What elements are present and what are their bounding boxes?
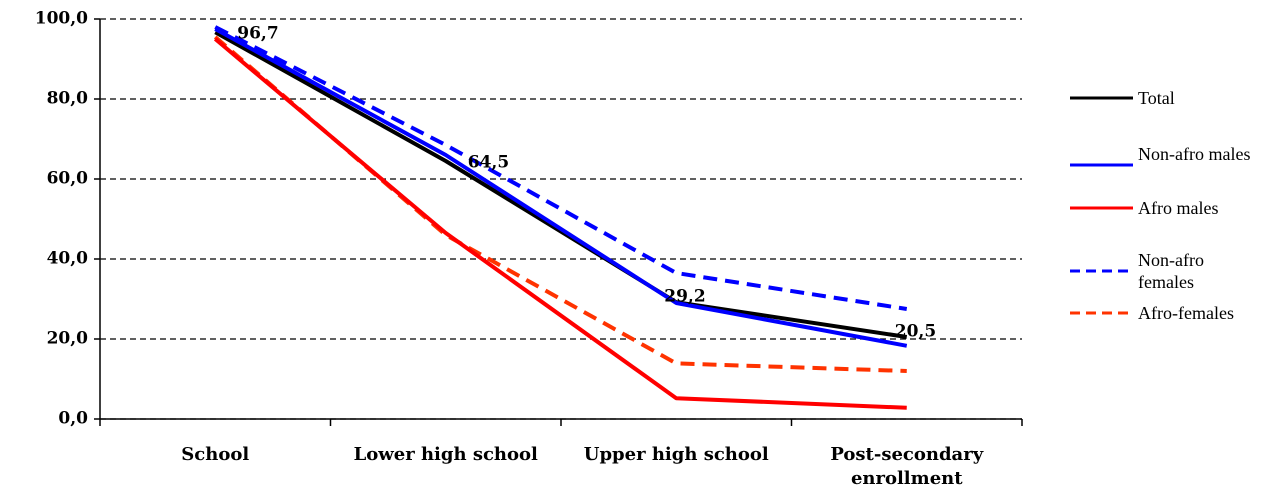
y-tick-label: 40,0 (47, 249, 89, 269)
y-tick-label: 100,0 (35, 9, 88, 29)
series-line (214, 27, 908, 348)
x-tick-label: Upper high school (583, 444, 769, 465)
series-line (214, 25, 908, 311)
data-label: 96,7 (237, 24, 278, 44)
y-tick-label: 80,0 (47, 89, 89, 109)
x-tick-label: Lower high school (353, 444, 538, 465)
legend-label: Afro males (1138, 198, 1219, 218)
legend-label: Non-afro females (1138, 250, 1204, 292)
series-line (213, 37, 907, 410)
data-label: 64,5 (468, 153, 509, 173)
x-tick-label: School (181, 444, 250, 465)
legend-label: Non-afro males (1138, 144, 1251, 164)
x-tick-label: Post-secondary enrollment (830, 444, 984, 489)
series-line (214, 30, 908, 339)
data-label: 29,2 (664, 287, 705, 307)
data-label: 20,5 (895, 322, 936, 342)
y-tick-label: 0,0 (58, 409, 88, 429)
y-tick-label: 20,0 (47, 329, 89, 349)
legend-label: Total (1138, 88, 1175, 108)
series-line (213, 35, 907, 373)
legend-label: Afro-females (1138, 303, 1234, 323)
y-tick-label: 60,0 (47, 169, 89, 189)
